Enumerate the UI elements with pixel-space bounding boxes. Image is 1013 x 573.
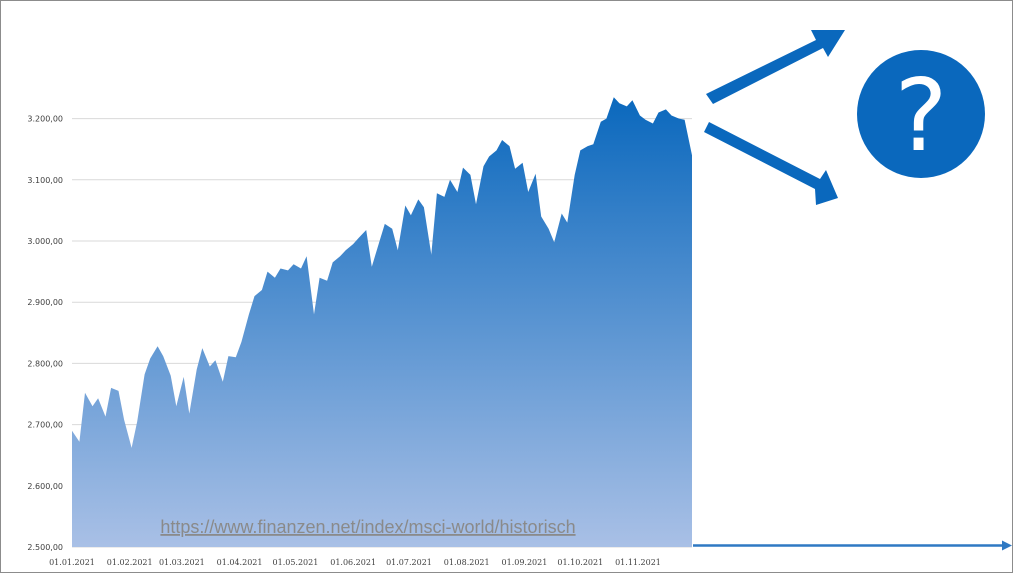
y-axis-tick-labels: 2.500,00 2.600,00 2.700,00 2.800,00 2.900,00… <box>27 115 63 552</box>
x-tick-label: 01.03.2021 <box>159 558 205 567</box>
x-tick-label: 01.08.2021 <box>444 558 490 567</box>
msci-world-area-series <box>72 97 692 547</box>
x-tick-label: 01.06.2021 <box>330 558 376 567</box>
x-tick-label: 01.02.2021 <box>107 558 153 567</box>
source-link[interactable]: https://www.finanzen.net/index/msci-worl… <box>160 517 575 537</box>
y-tick-label: 3.000,00 <box>27 237 63 246</box>
downward-scenario-arrow <box>704 122 838 205</box>
y-tick-label: 2.600,00 <box>27 482 63 491</box>
question-mark-icon: ? <box>857 50 985 178</box>
y-tick-label: 2.900,00 <box>27 298 63 307</box>
x-axis-tick-labels: 01.01.2021 01.02.2021 01.03.2021 01.04.2021… <box>49 558 661 567</box>
x-tick-label: 01.07.2021 <box>386 558 432 567</box>
y-tick-label: 3.200,00 <box>27 115 63 124</box>
future-timeline-arrow <box>693 540 1012 551</box>
x-tick-label: 01.10.2021 <box>557 558 603 567</box>
y-tick-label: 2.700,00 <box>27 421 63 430</box>
x-tick-label: 01.05.2021 <box>273 558 319 567</box>
y-tick-label: 2.800,00 <box>27 359 63 368</box>
x-tick-label: 01.04.2021 <box>217 558 263 567</box>
upward-scenario-arrow <box>706 30 845 104</box>
question-mark-glyph: ? <box>894 57 947 174</box>
y-tick-label: 3.100,00 <box>27 176 63 185</box>
x-tick-label: 01.01.2021 <box>49 558 95 567</box>
x-tick-label: 01.11.2021 <box>615 558 661 567</box>
x-tick-label: 01.09.2021 <box>502 558 548 567</box>
y-tick-label: 2.500,00 <box>27 543 63 552</box>
